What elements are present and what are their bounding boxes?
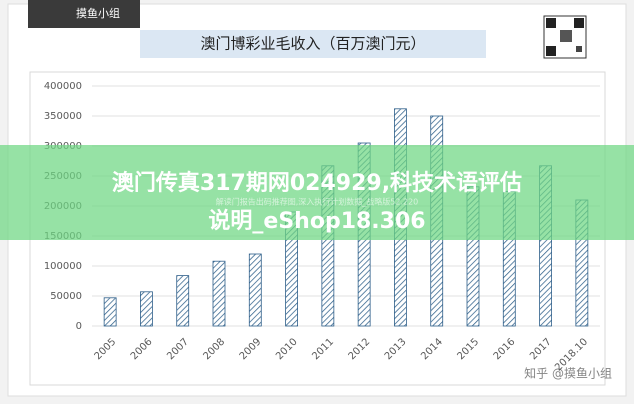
watermark: 知乎 @摸鱼小组 xyxy=(524,367,612,381)
logo: 摸鱼小组 xyxy=(76,6,120,20)
banner-line1: 澳门传真317期网024929,科技术语评估 xyxy=(112,170,522,196)
bar xyxy=(103,297,117,327)
y-tick-label: 50000 xyxy=(50,291,82,302)
y-tick-label: 100000 xyxy=(44,261,82,272)
y-tick-label: 400000 xyxy=(44,81,82,92)
bar xyxy=(140,291,153,327)
title-box xyxy=(140,30,486,58)
bar xyxy=(212,260,226,327)
chart-title: 澳门博彩业毛收入（百万澳门元） xyxy=(200,35,425,53)
bar xyxy=(248,253,262,327)
qr-code xyxy=(543,15,587,59)
y-tick-label: 0 xyxy=(76,321,82,332)
logo-box xyxy=(28,0,140,28)
banner xyxy=(0,145,634,240)
bar xyxy=(176,275,190,327)
banner-subtext: 解读门报告出码推荐图,深入执行计划数据_战略版52.220 xyxy=(216,197,419,207)
banner-line2: 说明_eShop18.306 xyxy=(208,208,425,234)
y-tick-label: 350000 xyxy=(44,111,82,122)
